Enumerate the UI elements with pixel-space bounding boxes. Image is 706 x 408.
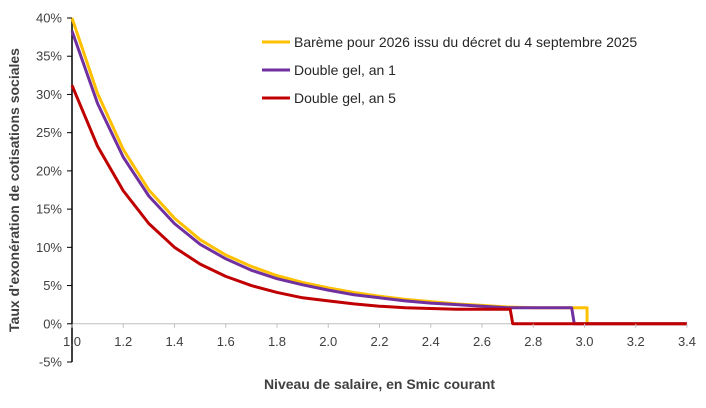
- plot-area: [70, 17, 687, 362]
- y-tick-label: 15%: [36, 202, 62, 217]
- x-tick-label: 1.6: [217, 334, 235, 349]
- x-tick-label: 1.2: [114, 334, 132, 349]
- y-tick-labels: -5% 0% 5% 10% 15% 20% 25% 30% 35% 40%: [36, 11, 72, 370]
- y-tick-label: 20%: [36, 163, 62, 178]
- y-tick-label: 40%: [36, 11, 62, 26]
- y-axis-title: Taux d'exonération de cotisations social…: [6, 48, 22, 332]
- x-tick-label: 2.6: [473, 334, 491, 349]
- legend-label-1: Barème pour 2026 issu du décret du 4 sep…: [294, 34, 637, 50]
- x-tick-label: 2.0: [319, 334, 337, 349]
- x-tick-label: 1.4: [165, 334, 183, 349]
- x-tick-label: 1.0: [63, 334, 81, 349]
- y-tick-label: 35%: [36, 49, 62, 64]
- legend-label-2: Double gel, an 1: [294, 62, 396, 78]
- y-tick-label: 5%: [43, 278, 62, 293]
- x-tick-label: 3.0: [575, 334, 593, 349]
- x-axis-title: Niveau de salaire, en Smic courant: [264, 376, 495, 392]
- x-tick-label: 2.8: [524, 334, 542, 349]
- series-line-2: [70, 30, 687, 326]
- series-line-3: [70, 84, 687, 326]
- x-tick-labels: 1.0 1.2 1.4 1.6 1.8 2.0 2.2 2.4 2.6 2.8 3.0 3.2 3.4: [63, 323, 696, 349]
- x-tick-label: 1.8: [268, 334, 286, 349]
- x-tick-label: 3.4: [678, 334, 696, 349]
- series-layer: [70, 17, 687, 326]
- y-tick-label: 30%: [36, 87, 62, 102]
- y-tick-label: 25%: [36, 125, 62, 140]
- x-tick-label: 2.4: [422, 334, 440, 349]
- legend-label-3: Double gel, an 5: [294, 90, 396, 106]
- legend: Barème pour 2026 issu du décret du 4 sep…: [262, 34, 637, 106]
- x-tick-label: 2.2: [370, 334, 388, 349]
- y-tick-label: 0%: [43, 316, 62, 331]
- x-tick-label: 3.2: [627, 334, 645, 349]
- y-tick-label: 10%: [36, 240, 62, 255]
- y-tick-label: -5%: [39, 355, 63, 370]
